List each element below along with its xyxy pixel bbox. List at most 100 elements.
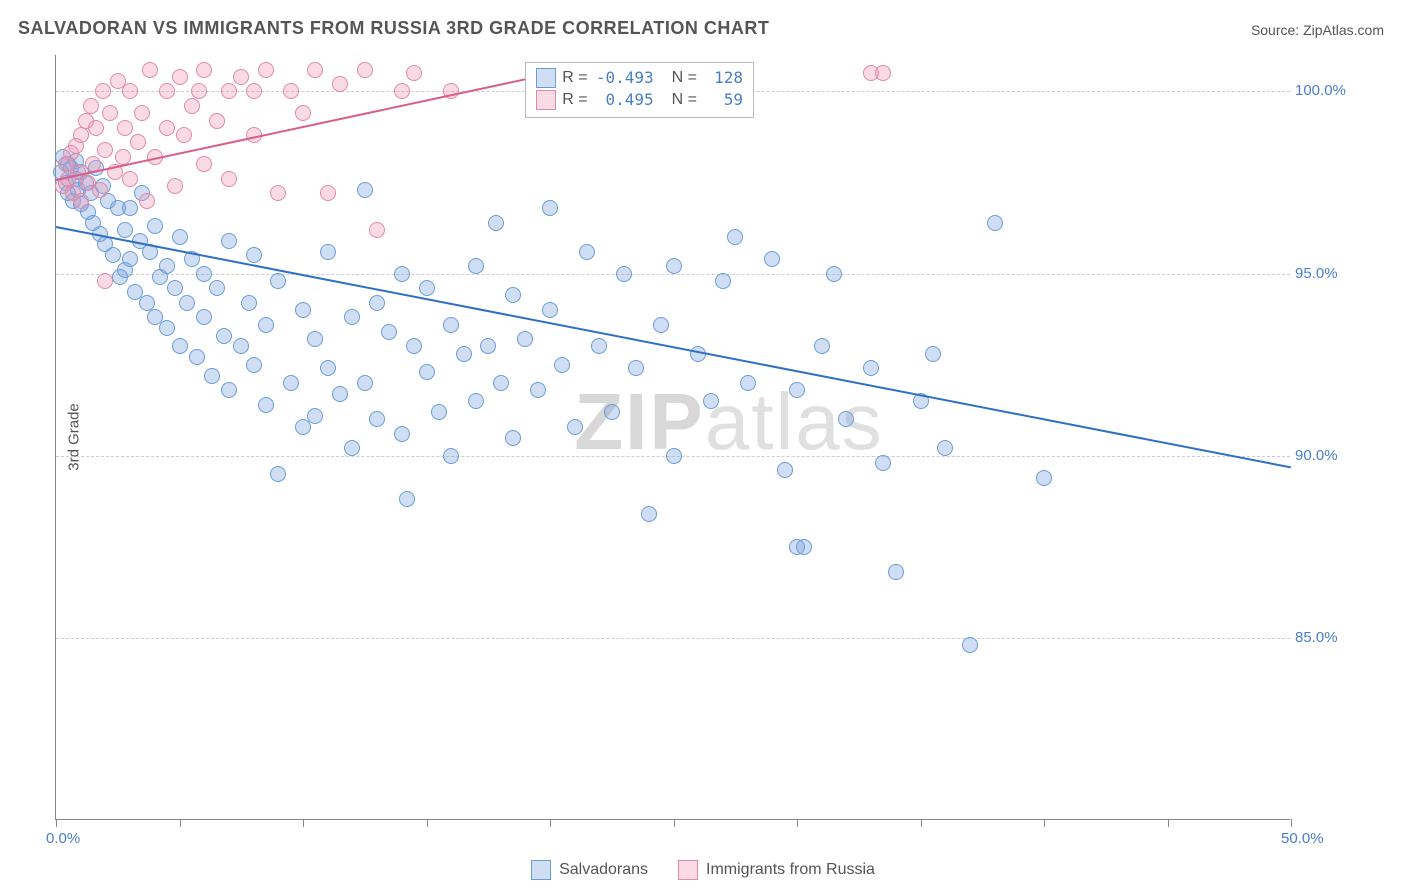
data-point [295,302,311,318]
data-point [369,222,385,238]
data-point [653,317,669,333]
y-tick-label: 85.0% [1295,629,1365,646]
data-point [789,382,805,398]
legend-swatch [531,860,551,880]
x-tick-mark [427,819,428,827]
source-label: Source: ZipAtlas.com [1251,22,1384,38]
data-point [196,62,212,78]
data-point [666,448,682,464]
data-point [443,317,459,333]
data-point [987,215,1003,231]
data-point [480,338,496,354]
data-point [875,455,891,471]
data-point [258,397,274,413]
data-point [196,309,212,325]
trend-line [56,62,600,181]
data-point [142,62,158,78]
legend-label: Immigrants from Russia [706,861,875,879]
data-point [641,506,657,522]
data-point [97,273,113,289]
data-point [764,251,780,267]
data-point [307,331,323,347]
stats-row: R =-0.493N =128 [536,67,743,89]
data-point [579,244,595,260]
data-point [332,76,348,92]
data-point [814,338,830,354]
data-point [399,491,415,507]
data-point [542,302,558,318]
x-tick-label: 50.0% [1281,830,1324,847]
stats-n-label: N = [672,67,697,89]
data-point [246,247,262,263]
legend-item-russia: Immigrants from Russia [678,860,875,880]
data-point [147,218,163,234]
data-point [139,193,155,209]
data-point [505,287,521,303]
x-tick-mark [674,819,675,827]
data-point [493,375,509,391]
y-axis-label: 3rd Grade [66,403,83,471]
stats-r-value: -0.493 [594,67,654,89]
data-point [73,193,89,209]
data-point [666,258,682,274]
legend-swatch [678,860,698,880]
data-point [381,324,397,340]
data-point [369,411,385,427]
data-point [122,251,138,267]
data-point [863,360,879,376]
stats-swatch [536,90,556,110]
data-point [604,404,620,420]
data-point [209,280,225,296]
data-point [204,368,220,384]
data-point [1036,470,1052,486]
data-point [159,120,175,136]
stats-r-label: R = [562,89,587,111]
data-point [307,62,323,78]
data-point [159,83,175,99]
scatter-plot: 3rd Grade ZIPatlas 85.0%90.0%95.0%100.0%… [55,55,1290,820]
data-point [196,266,212,282]
data-point [875,65,891,81]
stats-n-value: 59 [703,89,743,111]
gridline [56,638,1290,639]
data-point [320,244,336,260]
data-point [394,83,410,99]
data-point [102,105,118,121]
data-point [122,83,138,99]
data-point [488,215,504,231]
data-point [191,83,207,99]
data-point [73,127,89,143]
data-point [167,280,183,296]
data-point [826,266,842,282]
data-point [122,171,138,187]
data-point [369,295,385,311]
y-tick-label: 95.0% [1295,265,1365,282]
data-point [159,258,175,274]
watermark: ZIPatlas [574,376,883,468]
data-point [246,357,262,373]
data-point [419,280,435,296]
data-point [468,258,484,274]
data-point [344,440,360,456]
x-tick-mark [1168,819,1169,827]
data-point [172,69,188,85]
legend-item-salvadorans: Salvadorans [531,860,648,880]
data-point [258,62,274,78]
y-tick-label: 100.0% [1295,82,1365,99]
data-point [179,295,195,311]
data-point [530,382,546,398]
data-point [270,466,286,482]
data-point [777,462,793,478]
x-tick-mark [180,819,181,827]
data-point [838,411,854,427]
stats-box: R =-0.493N =128R =0.495N =59 [525,62,754,118]
data-point [95,83,111,99]
data-point [567,419,583,435]
data-point [92,182,108,198]
data-point [357,62,373,78]
data-point [221,171,237,187]
data-point [517,331,533,347]
data-point [283,83,299,99]
data-point [270,273,286,289]
x-tick-mark [921,819,922,827]
